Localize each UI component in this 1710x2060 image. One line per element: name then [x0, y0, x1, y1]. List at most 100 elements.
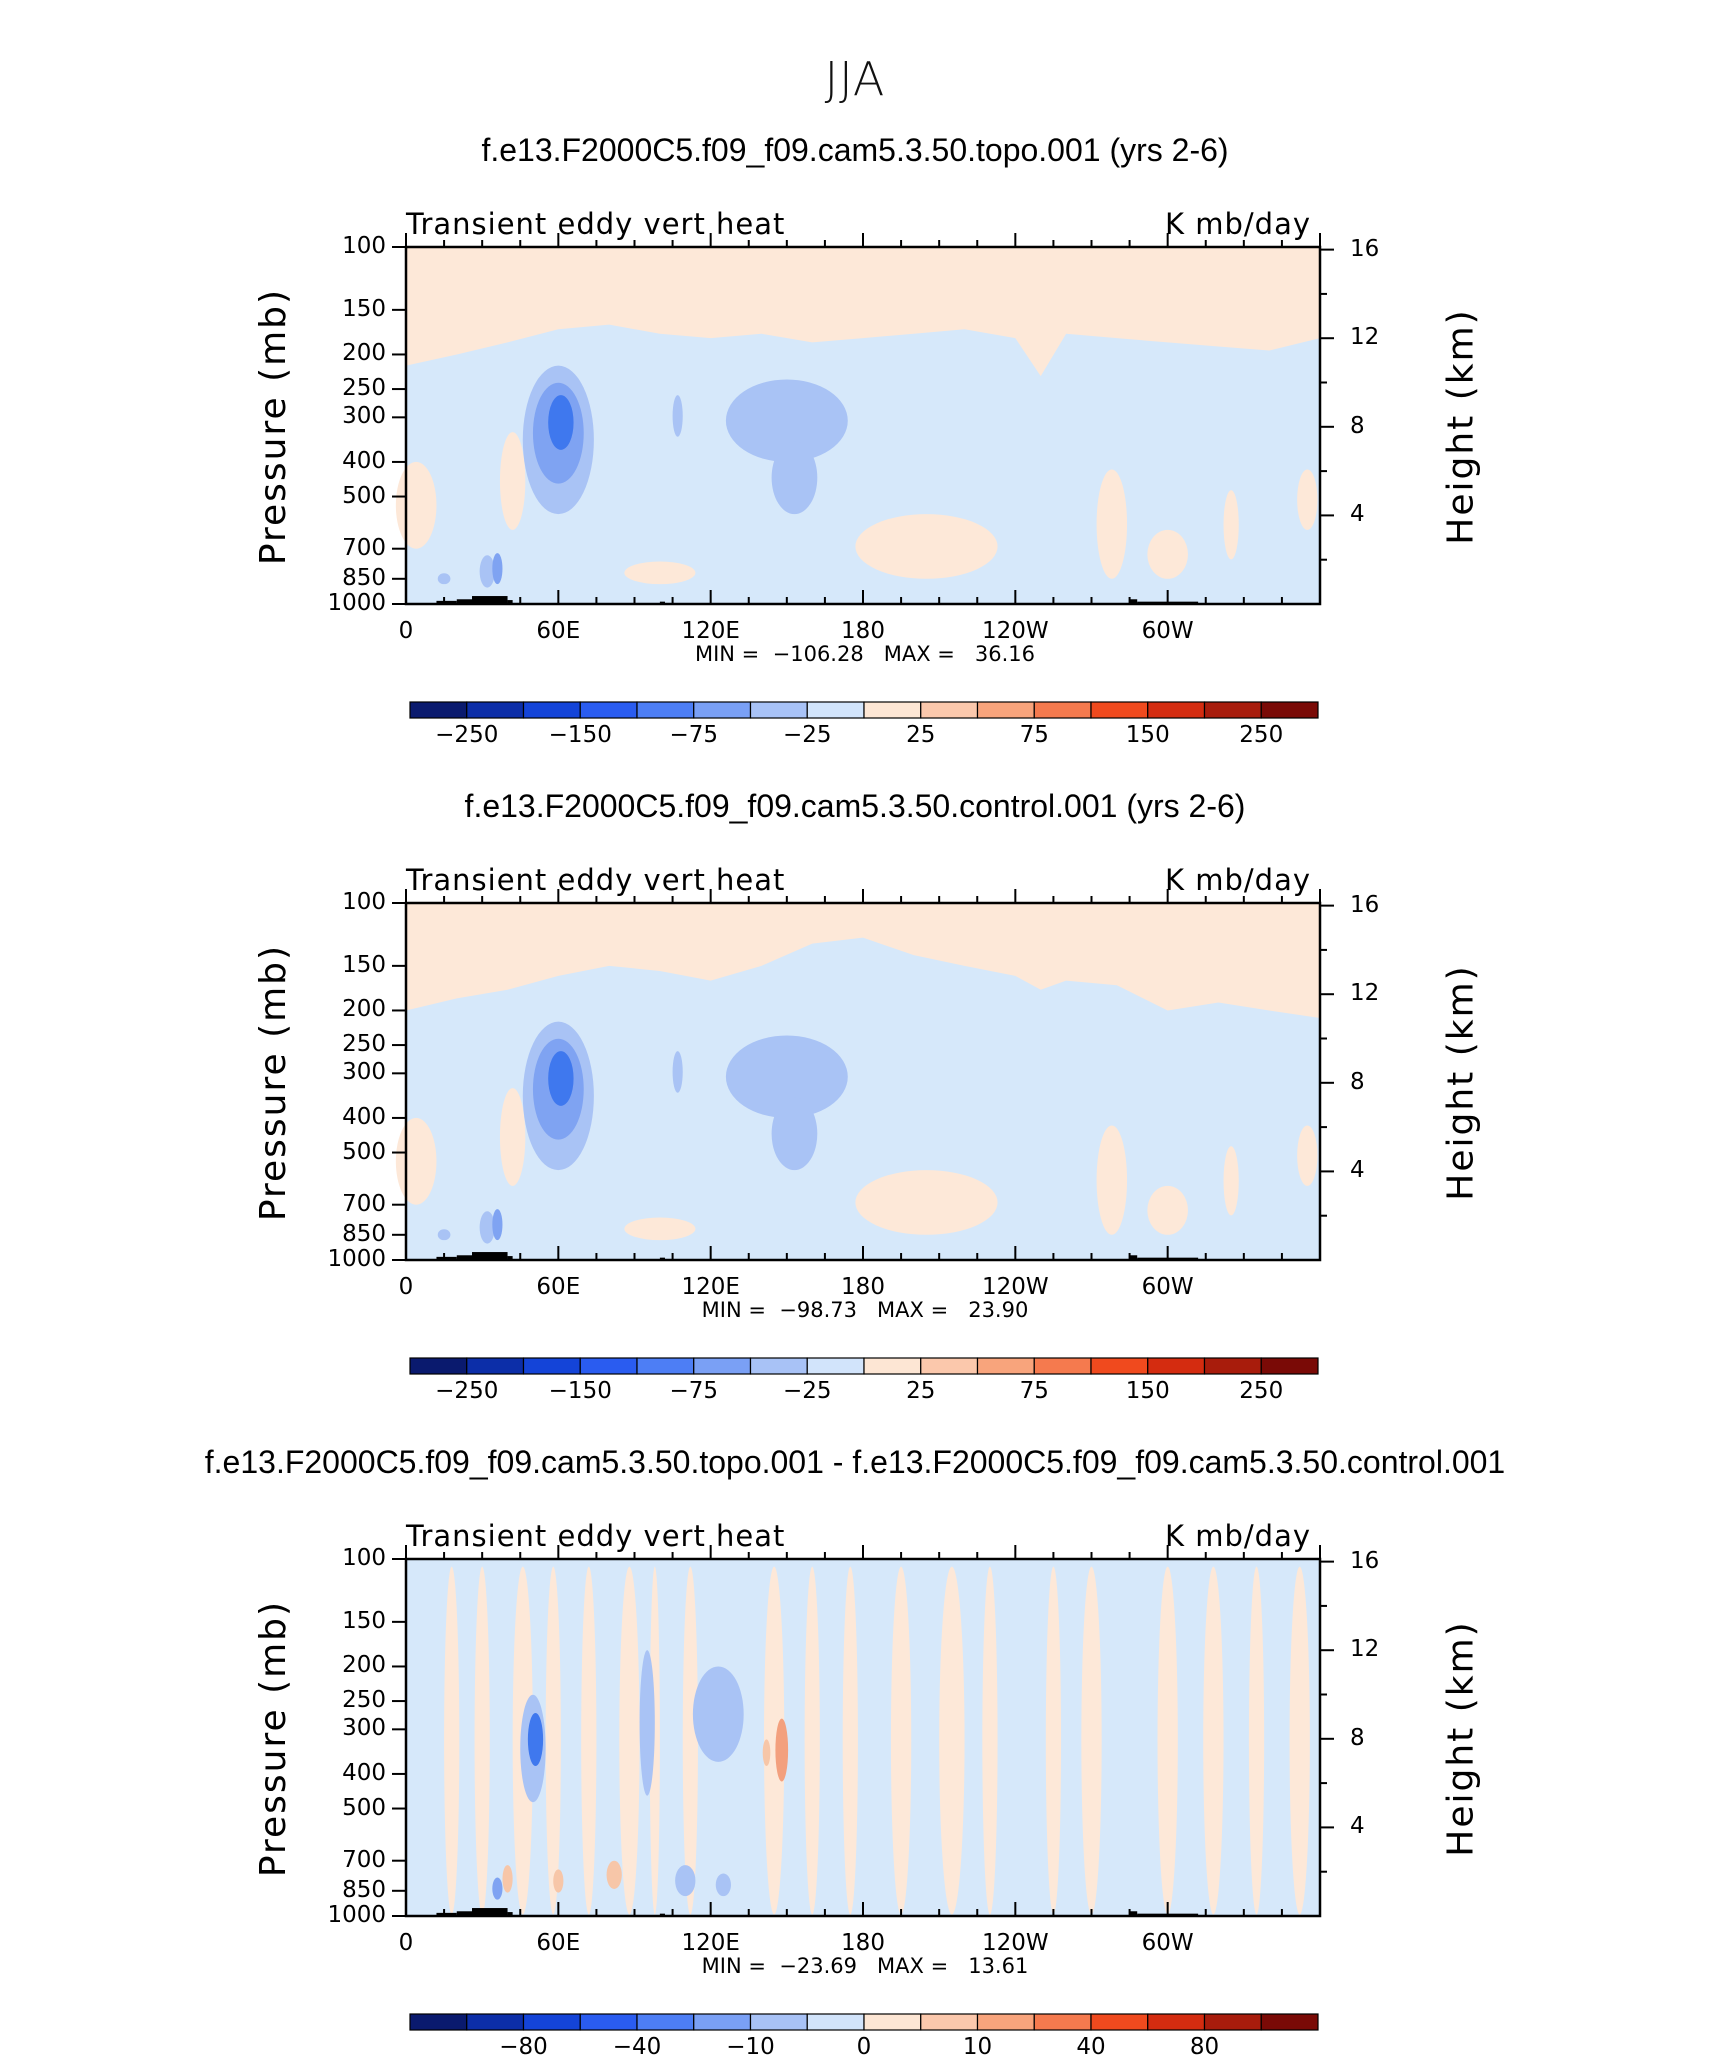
negative-area	[771, 441, 818, 515]
positive-stripe	[649, 1566, 660, 1915]
negative-area	[771, 1097, 818, 1171]
negative-lowlevel	[437, 1229, 451, 1241]
positive-patch	[1147, 1185, 1188, 1235]
right-string: K mb/day	[1165, 207, 1312, 241]
positive-stripe	[842, 1566, 858, 1915]
positive-max	[775, 1718, 789, 1782]
negative-area	[692, 1666, 744, 1762]
positive-patch	[1223, 490, 1239, 560]
y-tick-label: 850	[342, 1876, 386, 1903]
y-tick-label: 300	[342, 1059, 386, 1086]
colorbar-label: −75	[669, 722, 719, 748]
colorbar	[409, 701, 1319, 719]
negative-lowlevel	[492, 1877, 503, 1900]
colorbar-label: 75	[1019, 722, 1049, 748]
colorbar-label: 250	[1239, 722, 1284, 748]
colorbar-box	[1260, 701, 1319, 719]
colorbar-box	[1260, 1357, 1319, 1375]
colorbar-box	[522, 2013, 581, 2031]
positive-stripe	[1203, 1566, 1224, 1915]
y-right-tick-label: 8	[1350, 1724, 1365, 1751]
y-tick-label: 100	[342, 1545, 386, 1571]
right-string: K mb/day	[1165, 863, 1312, 897]
positive-stripe	[804, 1566, 820, 1915]
topography	[507, 1912, 513, 1916]
colorbar	[409, 2013, 1319, 2031]
positive-stripe	[982, 1566, 998, 1915]
positive-patch	[762, 1739, 771, 1766]
positive-patch	[855, 1170, 998, 1235]
y-tick-label: 200	[342, 996, 386, 1023]
positive-patch	[624, 1217, 696, 1241]
colorbar-label: −25	[782, 722, 832, 748]
x-tick-label: 120W	[982, 618, 1049, 644]
y-tick-label: 300	[342, 1715, 386, 1742]
y-tick-label: 700	[342, 1190, 386, 1217]
colorbar-box	[863, 2013, 922, 2031]
y-right-tick-label: 8	[1350, 412, 1365, 439]
x-tick-label: 60E	[536, 618, 581, 644]
colorbar-label: −150	[548, 1378, 612, 1404]
colorbar-label: 150	[1125, 722, 1170, 748]
colorbar-label: 25	[906, 722, 936, 748]
x-tick-label: 120W	[982, 1274, 1049, 1300]
y-tick-label: 500	[342, 482, 386, 509]
positive-patch	[624, 561, 696, 585]
positive-patch	[499, 432, 526, 530]
negative-area	[672, 1051, 683, 1093]
min-max-label: MIN = −106.28 MAX = 36.16	[694, 642, 1036, 666]
positive-patch	[499, 1088, 526, 1186]
positive-stripe	[545, 1566, 561, 1915]
x-tick-label: 180	[841, 1274, 885, 1300]
x-tick-label: 120E	[681, 618, 740, 644]
topography	[1129, 1911, 1138, 1916]
positive-stripe	[444, 1566, 460, 1915]
negative-core-inner	[548, 1051, 574, 1106]
y-right-tick-label: 4	[1350, 501, 1365, 528]
topography	[472, 1908, 508, 1916]
colorbar-box	[806, 2013, 865, 2031]
colorbar-box	[976, 2013, 1035, 2031]
y-right-tick-label: 12	[1350, 980, 1380, 1007]
y-tick-label: 850	[342, 1220, 386, 1247]
x-tick-label: 120W	[982, 1930, 1049, 1956]
y-right-tick-label: 8	[1350, 1068, 1365, 1095]
positive-stripe	[1289, 1566, 1310, 1915]
topography	[456, 1911, 478, 1916]
topography	[507, 600, 513, 604]
colorbar-box	[693, 2013, 752, 2031]
y-tick-label: 200	[342, 340, 386, 367]
contour-field	[406, 1559, 1320, 1916]
x-tick-label: 0	[398, 1930, 414, 1956]
topography	[456, 599, 478, 604]
negative-lowlevel	[675, 1865, 696, 1897]
colorbar-box	[466, 2013, 525, 2031]
colorbar-label: −150	[548, 722, 612, 748]
negative-lowlevel	[492, 553, 503, 585]
y-right-tick-label: 4	[1350, 1813, 1365, 1840]
panel-title: f.e13.F2000C5.f09_f09.cam5.3.50.topo.001…	[204, 1444, 1506, 1480]
colorbar	[409, 1357, 1319, 1375]
contour-field	[395, 903, 1320, 1260]
x-tick-label: 60E	[536, 1930, 581, 1956]
positive-patch	[1096, 469, 1128, 579]
negative-lowlevel	[437, 573, 451, 585]
positive-stripe	[1157, 1566, 1178, 1915]
y-tick-label: 250	[342, 1687, 386, 1714]
x-tick-label: 120E	[681, 1274, 740, 1300]
panel-title: f.e13.F2000C5.f09_f09.cam5.3.50.control.…	[464, 788, 1246, 824]
y-tick-label: 200	[342, 1652, 386, 1679]
y-right-tick-label: 16	[1350, 235, 1380, 262]
negative-lowlevel	[715, 1873, 731, 1897]
y-tick-label: 150	[342, 951, 386, 978]
positive-stripe	[581, 1566, 597, 1915]
x-tick-label: 60W	[1141, 618, 1194, 644]
y-right-tick-label: 16	[1350, 891, 1380, 918]
topography	[436, 1256, 457, 1260]
positive-stripe	[763, 1566, 785, 1915]
x-tick-label: 180	[841, 618, 885, 644]
positive-patch	[1297, 469, 1318, 530]
